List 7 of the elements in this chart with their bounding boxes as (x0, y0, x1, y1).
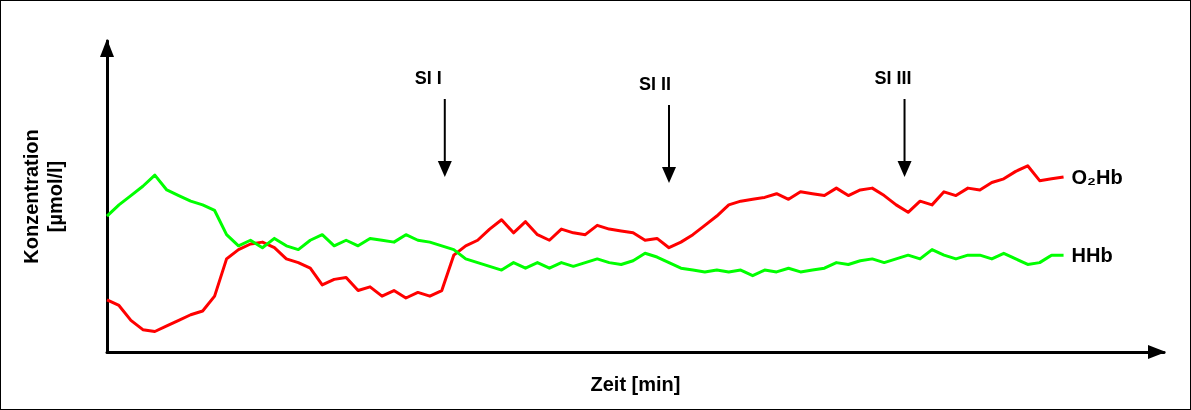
text: SI I (414, 68, 442, 88)
text: SI II (638, 74, 671, 94)
text: SI III (874, 68, 912, 88)
y-axis-title: Konzentration [µmol/l] (20, 129, 66, 264)
series-label: HHb (1071, 244, 1113, 267)
series-label: O₂Hb (1071, 165, 1123, 188)
x-axis-title: Zeit [min] (590, 373, 681, 395)
